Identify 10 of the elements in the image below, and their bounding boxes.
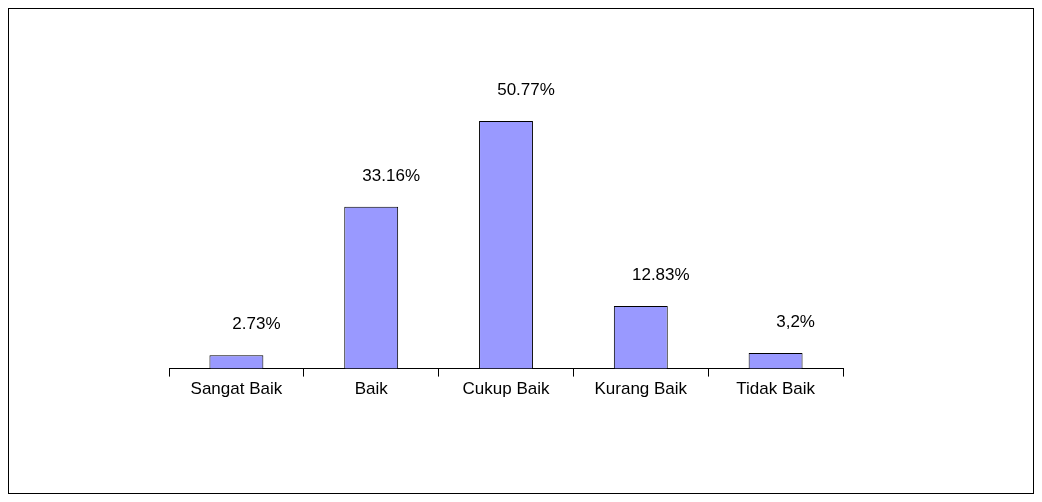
data-label: 50.77% — [497, 80, 555, 100]
data-label: 2.73% — [232, 314, 281, 334]
x-tick-label: Cukup Baik — [462, 379, 550, 399]
x-tick-label: Tidak Baik — [736, 379, 816, 399]
data-label: 12.83% — [631, 265, 690, 285]
x-tick-label: Sangat Baik — [190, 379, 283, 399]
x-tick-label: Kurang Baik — [594, 379, 688, 399]
data-label: 33.16% — [362, 166, 421, 186]
data-label: 3,2% — [776, 312, 815, 332]
x-tick-label: Baik — [354, 379, 389, 399]
